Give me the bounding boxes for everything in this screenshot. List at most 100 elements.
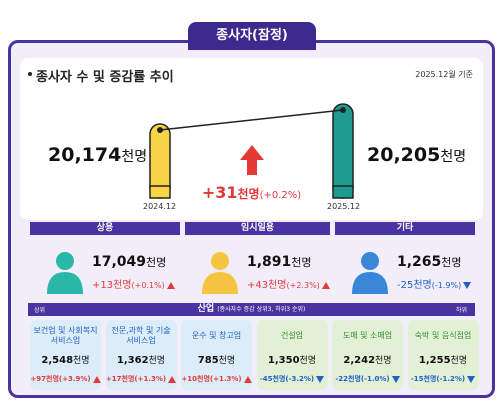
direction-arrow [92,375,101,383]
section-title: 종사자 수 및 증감률 추이 [36,70,174,85]
industry-change: +10천명(+1.3%) [181,374,252,384]
unit: 천명 [148,356,166,366]
value: 2,548 [41,355,74,366]
icon-head [361,252,379,270]
direction-arrow [316,375,325,383]
industry-change: -15천명(-1.2%) [408,374,479,384]
rate: (+0.1%) [131,281,165,290]
change: +10천명(+1.3%) [181,375,242,383]
change: -45천명(-3.2%) [259,375,315,383]
bar-end-base [332,185,354,199]
status-change: +43천명(+2.3%) [247,276,330,291]
industry-value: 1,350천명 [257,353,328,366]
industry-value: 785천명 [181,353,252,366]
direction-arrow [391,375,400,383]
unit: 천명 [299,356,317,366]
trend-dot [157,127,163,133]
bullet [28,72,32,76]
industry-value: 1,362천명 [106,353,177,366]
end-value: 20,205천명 [367,144,466,166]
person-icon [352,252,388,294]
industry-card: 도매 및 소매업 2,242천명 -22천명(-1.0%) [332,320,403,390]
change: -25천명 [397,280,432,291]
bottom-label: 하위 [456,307,468,314]
rate: (+2.3%) [286,281,320,290]
value: 2,242 [343,355,376,366]
value: 20,205 [367,144,441,166]
unit: 천명 [73,356,90,366]
industry-value: 2,242천명 [332,353,403,366]
unit: 천명 [146,256,167,269]
change: -22천명(-1.0%) [335,375,390,383]
industry-card: 보건업 및 사회복지 서비스업 2,548천명 +97천명(+3.9%) [30,320,101,390]
industry-card: 건설업 1,350천명 -45천명(-3.2%) [256,320,328,390]
status-value: 1,265천명 [397,254,462,270]
industry-card: 운수 및 창고업 785천명 +10천명(+1.3%) [181,320,252,390]
icon-body [352,272,388,294]
industry-name: 도매 및 소매업 [342,331,393,340]
direction-arrow [463,281,472,289]
direction-arrow [166,281,175,289]
industry-value: 2,548천명 [30,353,101,366]
value: 1,350 [267,355,300,366]
change: +17천명(+1.3%) [105,375,167,383]
industry-value: 1,255천명 [408,353,479,366]
icon-body [47,272,83,294]
reference-date: 2025.12월 기준 [415,70,473,79]
value: 1,255 [418,355,451,366]
value: 20,174 [48,144,122,166]
industry-title: 산업 [197,304,215,314]
up-arrow [240,145,264,175]
change: -15천명(-1.2%) [410,375,466,383]
industry-card: 전문,과학 및 기술 서비스업 1,362천명 +17천명(+1.3%) [105,320,177,390]
status-header: 기타 [335,222,475,235]
industry-name: 건설업 [280,331,304,340]
trend-line [159,109,344,131]
value: 17,049 [92,254,147,270]
person-icon [47,252,83,294]
end-period: 2025.12 [327,202,361,211]
top-label: 상위 [34,307,46,314]
change-rate: (+0.2%) [259,190,302,201]
status-change: +13천명(+0.1%) [92,276,175,291]
unit: 천명 [291,256,312,269]
industry-change: +97천명(+3.9%) [30,374,101,384]
start-value: 20,174천명 [48,144,147,166]
industry-band: 산업 (종사자수 증감 상위3, 하위3 순위) [28,303,475,316]
unit: 천명 [440,149,467,165]
change: +97천명(+3.9%) [30,375,91,383]
value: 785 [197,355,219,366]
total-change: +31천명(+0.2%) [0,183,503,202]
direction-arrow [168,375,177,383]
direction-arrow [321,281,330,289]
industry-card: 숙박 및 음식점업 1,255천명 -15천명(-1.2%) [407,320,479,390]
status-header: 임시일용 [185,222,330,235]
rate: (-1.9%) [431,281,462,290]
industry-name: 운수 및 창고업 [191,331,242,340]
unit: 천명 [375,356,392,366]
industry-name: 숙박 및 음식점업 [414,331,472,340]
industry-name: 전문,과학 및 기술 서비스업 [111,326,171,345]
status-value: 17,049천명 [92,254,166,270]
direction-arrow [243,375,252,383]
industry-change: -45천명(-3.2%) [257,374,328,384]
unit: 천명 [218,356,236,366]
icon-body [202,272,238,294]
trend-card [20,58,483,220]
person-icon [202,252,238,294]
value: 1,891 [247,254,292,270]
status-value: 1,891천명 [247,254,312,270]
change: +13천명 [92,280,132,291]
unit: 천명 [450,356,468,366]
header-tab: 종사자(잠정) [188,22,316,50]
change-unit: 천명 [237,187,260,201]
bar-start-base [149,185,171,199]
unit: 천명 [121,149,148,165]
start-period: 2024.12 [143,202,177,211]
industry-name: 보건업 및 사회복지 서비스업 [33,326,98,345]
icon-head [211,252,229,270]
industry-change: +17천명(+1.3%) [106,374,177,384]
status-change: -25천명(-1.9%) [397,276,472,291]
